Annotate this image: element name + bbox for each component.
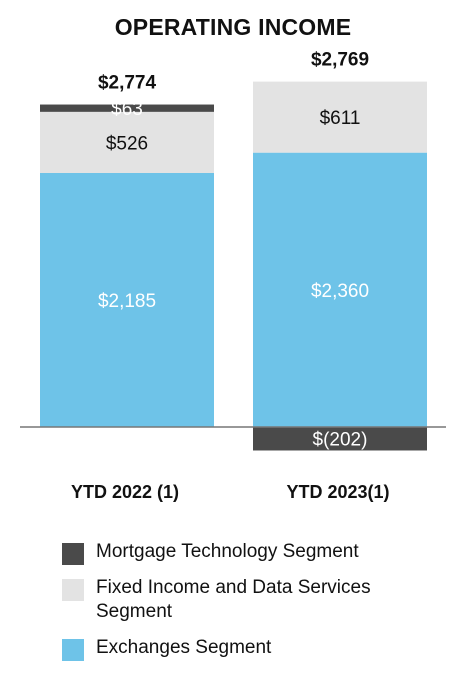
bar-value-label: $(202) [313,430,368,451]
bar-total-label: $2,774 [98,73,157,94]
category-label: YTD 2023(1) [286,482,389,502]
bar-value-label: $2,360 [311,281,369,302]
bar-segment [40,104,214,112]
bar-value-label: $63 [111,99,143,120]
legend-label-fixed-income: Fixed Income and Data Services Segment [96,577,371,622]
bar-total-label: $2,769 [311,50,369,71]
bar-value-label: $2,185 [98,291,156,312]
bar-segment [40,173,214,427]
legend-swatch-mortgage [62,543,84,565]
bar-segment [253,427,427,451]
legend-item-exchanges: Exchanges Segment [62,636,416,661]
bar-value-label: $526 [106,133,148,154]
chart-legend: Mortgage Technology Segment Fixed Income… [62,540,416,672]
bar-value-label: $611 [320,108,361,129]
bar-segment [253,81,427,153]
bar-segment [40,111,214,173]
bar-segment [253,152,427,428]
legend-swatch-fixed-income [62,579,84,601]
legend-swatch-exchanges [62,639,84,661]
chart-title: OPERATING INCOME [114,14,352,40]
legend-label-exchanges: Exchanges Segment [96,637,272,658]
legend-item-mortgage: Mortgage Technology Segment [62,540,416,565]
legend-item-fixed-income: Fixed Income and Data Services Segment [62,576,416,624]
category-label: YTD 2022 (1) [71,482,179,502]
legend-label-mortgage: Mortgage Technology Segment [96,541,359,562]
